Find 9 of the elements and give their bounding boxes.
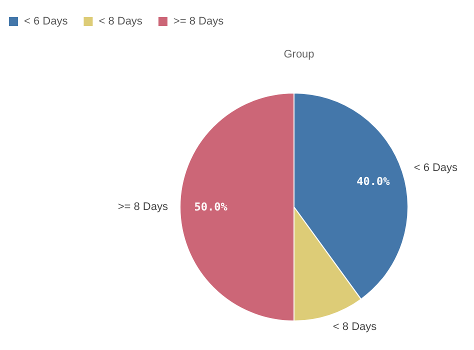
data-label: 50.0% [194,200,228,214]
text: Group [284,48,314,60]
data-label: 40.0% [356,174,390,188]
legend-label: < 8 Days [98,16,143,28]
slice-label: < 6 Days [414,162,458,174]
slice-label: >= 8 Days [118,201,168,213]
legend-label: >= 8 Days [173,16,224,28]
slice-label: < 8 Days [332,320,378,333]
legend-label: < 6 Days [24,16,68,28]
